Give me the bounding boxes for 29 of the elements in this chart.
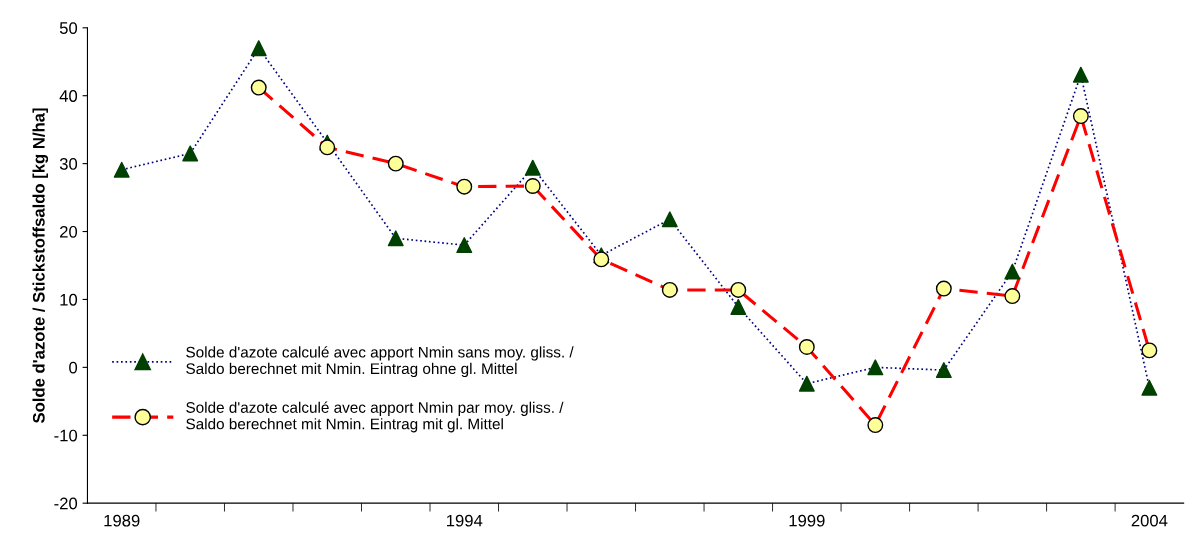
point [867, 359, 884, 376]
y-axis-title: Solde d'azote / Stickstoffsaldo [kg N/ha] [32, 108, 49, 424]
legend-label: Solde d'azote calculé avec apport Nmin par moy. gliss. / Saldo berechnet mit Nmin. Eintrag mit gl. Mittel [186, 401, 564, 433]
point [113, 161, 130, 178]
point [456, 237, 473, 254]
point [730, 298, 747, 315]
point [798, 375, 815, 392]
y-tick-label: 40 [59, 90, 78, 102]
point [524, 159, 541, 176]
point [1004, 263, 1021, 280]
point [1141, 379, 1158, 396]
y-tick-label: 0 [69, 361, 78, 374]
point [935, 362, 952, 379]
point [182, 145, 199, 162]
point [250, 40, 267, 57]
x-tick-label: 1994 [447, 514, 483, 527]
y-tick-label: -10 [54, 429, 78, 442]
point [1072, 66, 1089, 83]
y-tick-label: 20 [60, 225, 78, 238]
point [661, 211, 678, 228]
y-tick-label: -20 [54, 497, 78, 510]
x-tick-label: 2004 [1131, 514, 1168, 527]
y-tick-label: 10 [60, 293, 78, 306]
point [387, 230, 404, 247]
legend-label: Solde d'azote calculé avec apport Nmin sans moy. gliss. / Saldo berechnet mit Nmin. Eintrag ohne gl. Mittel [186, 346, 574, 378]
y-tick-label: 30 [59, 158, 78, 170]
x-tick-label: 1999 [789, 514, 825, 527]
x-tick-label: 1989 [104, 514, 140, 527]
y-tick-label: 50 [59, 22, 78, 34]
